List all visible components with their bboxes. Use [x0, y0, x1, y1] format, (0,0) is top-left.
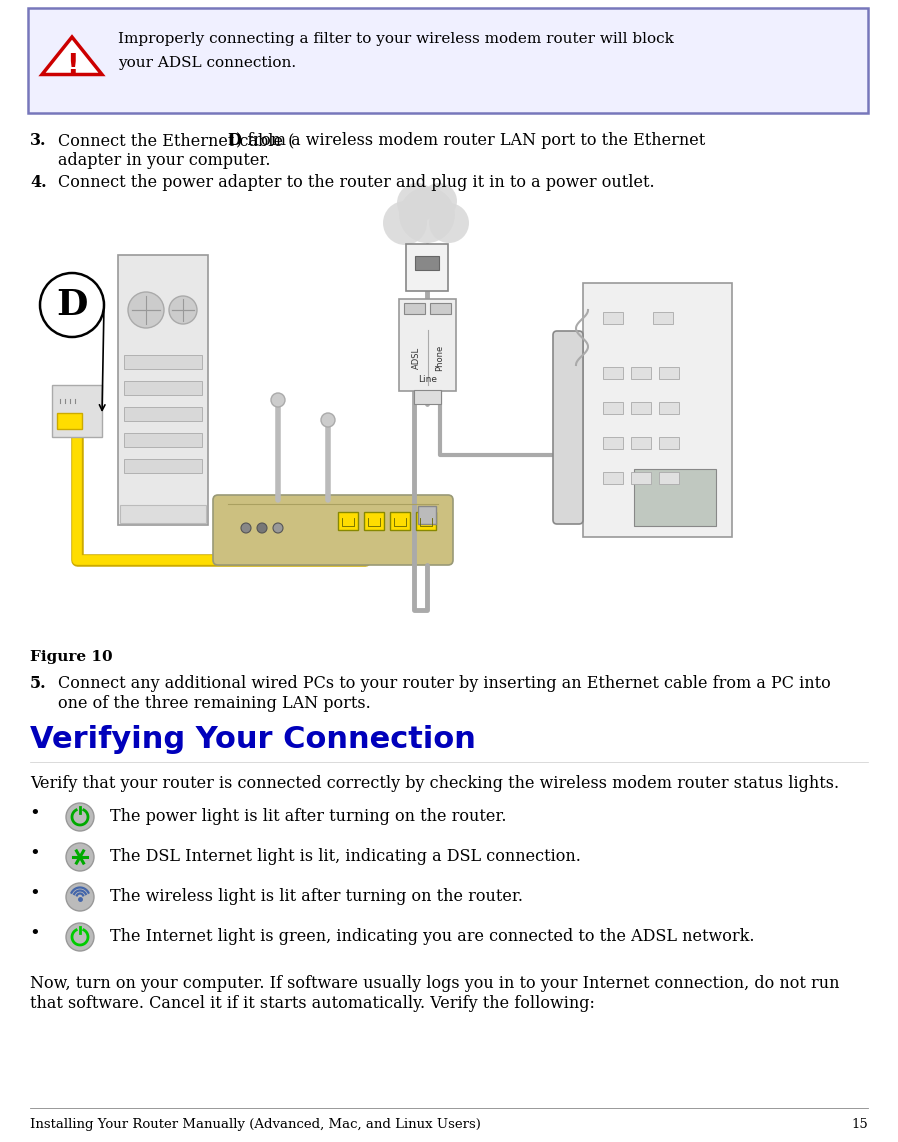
- Text: Phone: Phone: [436, 345, 445, 371]
- FancyBboxPatch shape: [364, 512, 384, 530]
- Text: The DSL Internet light is lit, indicating a DSL connection.: The DSL Internet light is lit, indicatin…: [110, 849, 581, 864]
- Circle shape: [397, 183, 437, 223]
- Text: 4.: 4.: [30, 174, 47, 191]
- Text: that software. Cancel it if it starts automatically. Verify the following:: that software. Cancel it if it starts au…: [30, 995, 594, 1012]
- Circle shape: [273, 523, 283, 533]
- Circle shape: [40, 273, 104, 337]
- FancyBboxPatch shape: [399, 299, 456, 391]
- Text: 5.: 5.: [30, 675, 47, 692]
- FancyBboxPatch shape: [659, 437, 679, 449]
- FancyBboxPatch shape: [124, 459, 202, 473]
- FancyBboxPatch shape: [124, 407, 202, 421]
- FancyBboxPatch shape: [603, 472, 623, 484]
- Text: •: •: [30, 844, 40, 862]
- FancyBboxPatch shape: [553, 331, 583, 524]
- FancyBboxPatch shape: [404, 303, 425, 314]
- Text: adapter in your computer.: adapter in your computer.: [58, 152, 270, 169]
- FancyBboxPatch shape: [406, 244, 448, 291]
- Text: •: •: [30, 804, 40, 822]
- FancyBboxPatch shape: [124, 433, 202, 447]
- Text: The wireless light is lit after turning on the router.: The wireless light is lit after turning …: [110, 888, 523, 904]
- Circle shape: [429, 203, 469, 243]
- FancyBboxPatch shape: [631, 367, 651, 379]
- FancyBboxPatch shape: [603, 367, 623, 379]
- FancyBboxPatch shape: [603, 437, 623, 449]
- Circle shape: [169, 296, 197, 324]
- FancyBboxPatch shape: [430, 303, 451, 314]
- Text: 15: 15: [851, 1118, 868, 1131]
- FancyBboxPatch shape: [52, 385, 102, 437]
- Circle shape: [241, 523, 251, 533]
- Text: one of the three remaining LAN ports.: one of the three remaining LAN ports.: [58, 695, 371, 711]
- Circle shape: [66, 883, 94, 911]
- FancyBboxPatch shape: [124, 381, 202, 395]
- Circle shape: [421, 183, 457, 219]
- FancyBboxPatch shape: [120, 505, 206, 523]
- Text: Connect the Ethernet cable (: Connect the Ethernet cable (: [58, 132, 295, 148]
- FancyBboxPatch shape: [653, 312, 673, 324]
- FancyBboxPatch shape: [124, 355, 202, 369]
- FancyBboxPatch shape: [583, 283, 732, 537]
- Text: The Internet light is green, indicating you are connected to the ADSL network.: The Internet light is green, indicating …: [110, 928, 754, 944]
- Text: Figure 10: Figure 10: [30, 650, 112, 664]
- Text: Line: Line: [418, 376, 437, 385]
- FancyBboxPatch shape: [418, 506, 436, 524]
- FancyBboxPatch shape: [631, 472, 651, 484]
- Circle shape: [257, 523, 267, 533]
- Circle shape: [383, 201, 427, 246]
- Circle shape: [128, 292, 164, 328]
- Circle shape: [399, 187, 455, 243]
- Text: •: •: [30, 924, 40, 942]
- Circle shape: [66, 923, 94, 951]
- Text: D: D: [227, 132, 242, 148]
- FancyBboxPatch shape: [57, 413, 82, 429]
- Text: Installing Your Router Manually (Advanced, Mac, and Linux Users): Installing Your Router Manually (Advance…: [30, 1118, 480, 1131]
- Text: Improperly connecting a filter to your wireless modem router will block: Improperly connecting a filter to your w…: [118, 32, 674, 46]
- Text: Verifying Your Connection: Verifying Your Connection: [30, 725, 476, 754]
- FancyBboxPatch shape: [659, 402, 679, 415]
- Text: your ADSL connection.: your ADSL connection.: [118, 56, 296, 70]
- FancyBboxPatch shape: [603, 312, 623, 324]
- Text: !: !: [66, 53, 78, 80]
- FancyBboxPatch shape: [414, 391, 441, 404]
- Text: The power light is lit after turning on the router.: The power light is lit after turning on …: [110, 809, 506, 825]
- FancyBboxPatch shape: [631, 437, 651, 449]
- FancyBboxPatch shape: [603, 402, 623, 415]
- FancyBboxPatch shape: [118, 255, 208, 525]
- FancyBboxPatch shape: [415, 256, 439, 270]
- Text: Now, turn on your computer. If software usually logs you in to your Internet con: Now, turn on your computer. If software …: [30, 975, 840, 992]
- FancyBboxPatch shape: [338, 512, 358, 530]
- FancyBboxPatch shape: [28, 8, 868, 113]
- FancyBboxPatch shape: [390, 512, 410, 530]
- Circle shape: [66, 803, 94, 831]
- Text: 3.: 3.: [30, 132, 47, 148]
- Text: •: •: [30, 884, 40, 902]
- Text: ) from a wireless modem router LAN port to the Ethernet: ) from a wireless modem router LAN port …: [236, 132, 706, 148]
- Circle shape: [66, 843, 94, 871]
- Text: Connect any additional wired PCs to your router by inserting an Ethernet cable f: Connect any additional wired PCs to your…: [58, 675, 831, 692]
- FancyBboxPatch shape: [634, 469, 716, 526]
- Circle shape: [271, 393, 285, 407]
- Text: Connect the power adapter to the router and plug it in to a power outlet.: Connect the power adapter to the router …: [58, 174, 655, 191]
- FancyBboxPatch shape: [631, 402, 651, 415]
- Text: ADSL: ADSL: [412, 347, 421, 369]
- Circle shape: [321, 413, 335, 427]
- FancyBboxPatch shape: [659, 472, 679, 484]
- Text: Verify that your router is connected correctly by checking the wireless modem ro: Verify that your router is connected cor…: [30, 775, 839, 793]
- FancyBboxPatch shape: [659, 367, 679, 379]
- Polygon shape: [42, 37, 102, 74]
- Text: D: D: [57, 288, 88, 322]
- FancyBboxPatch shape: [416, 512, 436, 530]
- FancyBboxPatch shape: [213, 494, 453, 565]
